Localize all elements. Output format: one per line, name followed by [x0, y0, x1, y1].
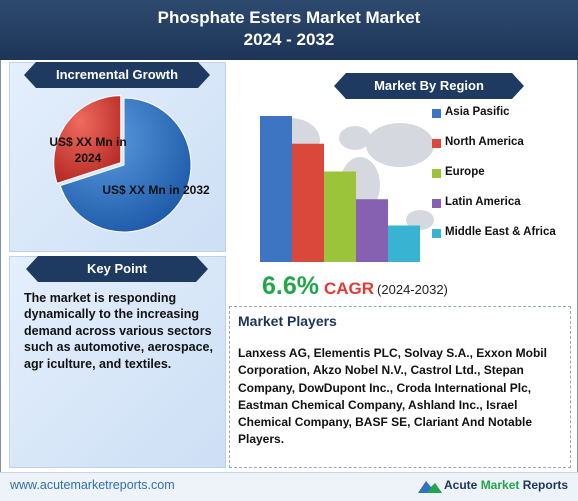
- brand-name: Acute Market Reports: [444, 478, 568, 492]
- key-point-text: The market is responding dynamically to …: [24, 291, 213, 371]
- region-bar-north-america: [292, 143, 324, 262]
- legend-swatch: [432, 109, 441, 118]
- legend-swatch: [432, 229, 441, 238]
- pie-label-2032: US$ XX Mn in 2032: [102, 183, 210, 197]
- title-bar: Phosphate Esters Market Market 2024 - 20…: [0, 0, 578, 60]
- legend-swatch: [432, 169, 441, 178]
- pie-label-2024: US$ XX Mn in 2024: [49, 135, 127, 165]
- brand-mountain-icon: [418, 481, 442, 493]
- region-bar-europe: [324, 171, 356, 262]
- cagr-label: CAGR: [323, 279, 375, 298]
- legend-label: Latin America: [445, 196, 521, 208]
- page-title: Phosphate Esters Market Market: [157, 8, 421, 27]
- pie-slice-2032: [59, 97, 192, 233]
- pie-slice-2024: [53, 95, 122, 184]
- brand-logo: Acute Market Reports: [414, 475, 574, 495]
- region-bar-asia-pasific: [260, 116, 292, 262]
- region-bar-middle-east-africa: [388, 225, 420, 262]
- market-by-region-heading: Market By Region: [334, 73, 524, 99]
- footer-bar: [0, 472, 578, 501]
- cagr-callout: 6.6% CAGR (2024-2032): [262, 272, 448, 301]
- cagr-value: 6.6%: [262, 272, 319, 300]
- brand-reports: Reports: [522, 478, 569, 492]
- market-players-box: [229, 306, 571, 468]
- region-bar-latin-america: [356, 199, 388, 262]
- key-point-panel: [9, 256, 226, 468]
- legend-label: Middle East & Africa: [445, 226, 556, 238]
- brand-market: Market: [480, 478, 520, 492]
- legend-label: Asia Pasific: [445, 106, 510, 118]
- legend-swatch: [432, 139, 441, 148]
- page-subtitle-years: 2024 - 2032: [243, 30, 335, 49]
- market-players-text: Lanxess AG, Elementis PLC, Solvay S.A., …: [238, 346, 547, 447]
- footer-website-link[interactable]: www.acutemarketreports.com: [10, 478, 175, 492]
- cagr-period: (2024-2032): [377, 282, 448, 297]
- key-point-heading: Key Point: [26, 256, 208, 282]
- legend-label: North America: [445, 136, 524, 148]
- legend-swatch: [432, 199, 441, 208]
- incremental-growth-heading: Incremental Growth: [24, 62, 210, 88]
- market-players-heading: Market Players: [238, 313, 337, 329]
- legend-label: Europe: [445, 166, 485, 178]
- brand-acute: Acute: [444, 478, 478, 492]
